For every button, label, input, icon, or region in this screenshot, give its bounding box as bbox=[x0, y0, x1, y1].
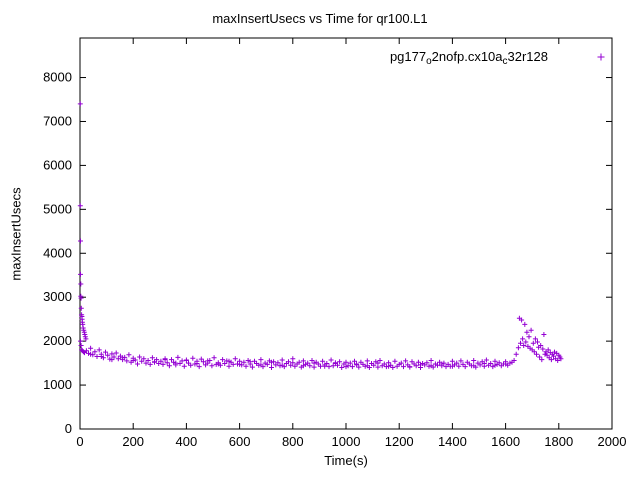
data-points bbox=[77, 101, 564, 370]
y-tick-label: 5000 bbox=[43, 201, 72, 216]
y-tick-label: 4000 bbox=[43, 245, 72, 260]
y-tick-label: 6000 bbox=[43, 157, 72, 172]
y-axis-label: maxInsertUsecs bbox=[8, 187, 24, 281]
y-tick-label: 0 bbox=[65, 421, 72, 436]
legend-label: pg177o2nofp.cx10ac32r128 bbox=[389, 49, 548, 67]
x-tick-label: 1000 bbox=[332, 434, 361, 449]
x-axis-label: Time(s) bbox=[324, 453, 368, 468]
x-tick-label: 400 bbox=[176, 434, 198, 449]
plot-border bbox=[79, 37, 613, 430]
chart-title: maxInsertUsecs vs Time for qr100.L1 bbox=[212, 11, 428, 26]
y-tick-label: 2000 bbox=[43, 333, 72, 348]
legend: pg177o2nofp.cx10ac32r128 bbox=[390, 49, 548, 67]
x-tick-label: 1600 bbox=[491, 434, 520, 449]
x-tick-label: 800 bbox=[282, 434, 304, 449]
x-tick-label: 0 bbox=[76, 434, 83, 449]
y-tick-label: 7000 bbox=[43, 113, 72, 128]
x-tick-label: 1200 bbox=[385, 434, 414, 449]
y-tick-label: 1000 bbox=[43, 377, 72, 392]
y-tick-label: 3000 bbox=[43, 289, 72, 304]
x-tick-label: 1800 bbox=[544, 434, 573, 449]
x-tick-label: 1400 bbox=[438, 434, 467, 449]
x-tick-label: 200 bbox=[122, 434, 144, 449]
x-tick-label: 2000 bbox=[598, 434, 627, 449]
x-tick-label: 600 bbox=[229, 434, 251, 449]
y-tick-label: 8000 bbox=[43, 70, 72, 85]
legend-marker-icon bbox=[597, 53, 605, 61]
